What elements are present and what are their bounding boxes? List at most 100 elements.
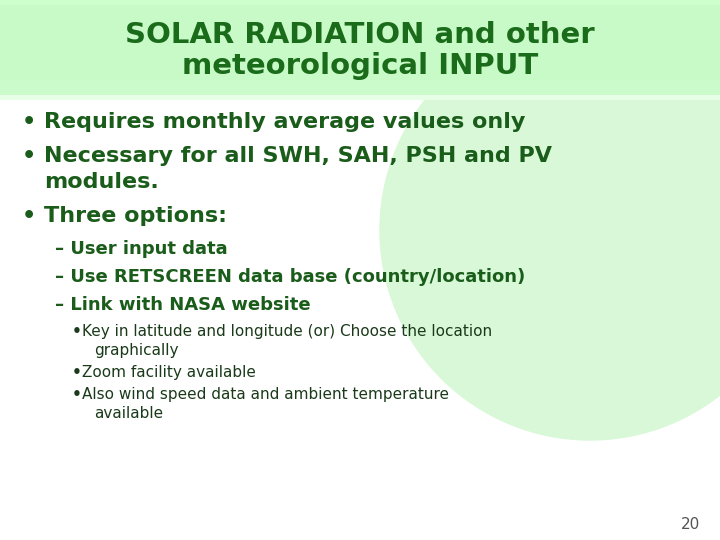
Bar: [0, 86, 720, 100]
Bar: [0, 91, 720, 100]
Bar: [0, 61, 720, 62]
Bar: [0, 19, 720, 20]
Bar: [0, 84, 720, 100]
Bar: [0, 90, 720, 91]
Bar: [0, 93, 720, 94]
Bar: [0, 0, 720, 1]
Bar: [0, 98, 720, 100]
Text: •: •: [72, 365, 82, 380]
Bar: [0, 14, 720, 15]
Bar: [0, 63, 720, 64]
Bar: [0, 13, 720, 14]
Bar: [0, 41, 720, 42]
Text: Necessary for all SWH, SAH, PSH and PV: Necessary for all SWH, SAH, PSH and PV: [44, 146, 552, 166]
Bar: [0, 78, 720, 79]
Bar: [0, 82, 720, 83]
Bar: [0, 59, 720, 60]
Bar: [0, 34, 720, 35]
Bar: [0, 22, 720, 23]
Bar: [0, 94, 720, 100]
Bar: [0, 83, 720, 100]
Bar: [0, 38, 720, 39]
Bar: [0, 23, 720, 24]
Bar: [0, 83, 720, 84]
Bar: [0, 1, 720, 2]
Bar: [0, 98, 720, 100]
Bar: [0, 90, 720, 100]
Text: meteorological INPUT: meteorological INPUT: [182, 52, 538, 80]
Bar: [0, 91, 720, 100]
Bar: [0, 86, 720, 100]
Bar: [0, 48, 720, 49]
Bar: [0, 52, 720, 53]
Bar: [0, 20, 720, 21]
Bar: [0, 57, 720, 58]
Bar: [0, 43, 720, 44]
Text: 20: 20: [680, 517, 700, 532]
Bar: [0, 54, 720, 55]
Bar: [0, 89, 720, 90]
Bar: [0, 17, 720, 18]
Bar: [0, 5, 720, 6]
Bar: [0, 71, 720, 72]
Text: modules.: modules.: [44, 172, 158, 192]
Text: Also wind speed data and ambient temperature: Also wind speed data and ambient tempera…: [82, 387, 449, 402]
Bar: [0, 4, 720, 5]
Bar: [0, 32, 720, 33]
Text: Requires monthly average values only: Requires monthly average values only: [44, 112, 526, 132]
Bar: [0, 0, 720, 80]
Bar: [0, 3, 720, 4]
Text: Three options:: Three options:: [44, 206, 227, 226]
Bar: [0, 65, 720, 66]
Bar: [0, 82, 720, 100]
Bar: [0, 18, 720, 19]
Bar: [0, 5, 720, 95]
Bar: [0, 40, 720, 41]
Bar: [0, 49, 720, 50]
Bar: [0, 47, 720, 48]
Bar: [0, 60, 720, 61]
Bar: [0, 9, 720, 10]
Bar: [0, 77, 720, 78]
Bar: [0, 84, 720, 100]
Bar: [0, 87, 720, 100]
Bar: [0, 90, 720, 100]
Text: •: •: [72, 324, 82, 339]
Bar: [0, 89, 720, 100]
Bar: [0, 87, 720, 100]
Bar: [0, 69, 720, 70]
Bar: [0, 80, 720, 100]
Bar: [0, 55, 720, 56]
Bar: [0, 88, 720, 100]
Text: Key in latitude and longitude (or) Choose the location: Key in latitude and longitude (or) Choos…: [82, 324, 492, 339]
Bar: [0, 50, 720, 51]
Bar: [0, 95, 720, 100]
Bar: [0, 35, 720, 36]
Text: – Link with NASA website: – Link with NASA website: [55, 296, 310, 314]
Bar: [0, 37, 720, 38]
Bar: [0, 66, 720, 67]
Bar: [0, 10, 720, 11]
Text: •: •: [22, 146, 36, 166]
Text: available: available: [94, 406, 163, 421]
Text: SOLAR RADIATION and other: SOLAR RADIATION and other: [125, 21, 595, 49]
Bar: [0, 36, 720, 37]
Bar: [0, 67, 720, 68]
Bar: [0, 80, 720, 100]
Bar: [0, 81, 720, 82]
Bar: [0, 29, 720, 30]
Bar: [0, 27, 720, 28]
Bar: [0, 79, 720, 80]
Bar: [0, 81, 720, 100]
Bar: [0, 53, 720, 54]
Bar: [0, 75, 720, 76]
Bar: [0, 85, 720, 100]
Text: •: •: [72, 387, 82, 402]
Bar: [0, 98, 720, 99]
Bar: [0, 85, 720, 100]
Bar: [0, 96, 720, 100]
Bar: [0, 91, 720, 100]
Bar: [0, 31, 720, 32]
Text: Zoom facility available: Zoom facility available: [82, 365, 256, 380]
Bar: [0, 73, 720, 74]
